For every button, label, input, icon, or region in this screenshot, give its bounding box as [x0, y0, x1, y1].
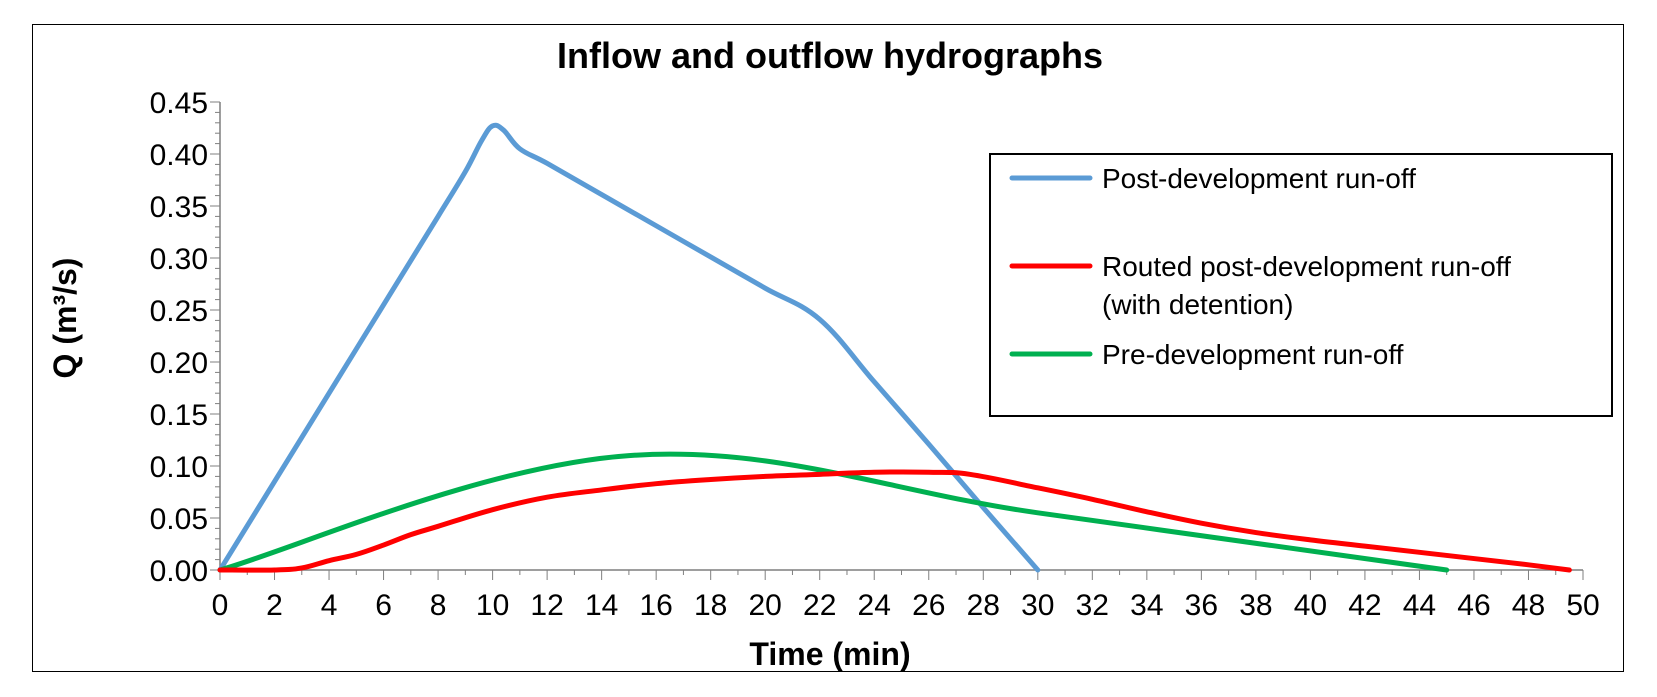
- y-tick-label: 0.05: [150, 503, 208, 536]
- y-tick-label: 0.25: [150, 295, 208, 328]
- series-line-1: [217, 469, 1572, 573]
- legend-label-1: (with detention): [1102, 289, 1293, 320]
- x-tick-label: 8: [430, 589, 447, 622]
- x-tick-label: 4: [321, 589, 338, 622]
- x-tick-label: 14: [585, 589, 618, 622]
- x-tick-label: 30: [1021, 589, 1054, 622]
- legend-box: [989, 153, 1613, 417]
- x-tick-label: 44: [1403, 589, 1436, 622]
- x-tick-label: 34: [1130, 589, 1163, 622]
- x-tick-label: 10: [476, 589, 509, 622]
- x-tick-label: 2: [266, 589, 283, 622]
- x-tick-label: 38: [1239, 589, 1272, 622]
- y-tick-label: 0.15: [150, 399, 208, 432]
- x-tick-label: 6: [375, 589, 392, 622]
- y-tick-label: 0.45: [150, 87, 208, 120]
- y-axis: 0.00 0.05 0.10 0.15 0.20 0.25 0.30 0.35 0.40 0.45: [150, 87, 221, 588]
- x-axis: 0 2 4 6 8 10 12 14 16 18 20 22 24 26 28 30 32 34 36 38 40 42 4…: [212, 569, 1600, 622]
- y-tick-label: 0.10: [150, 451, 208, 484]
- y-tick-label: 0.20: [150, 347, 208, 380]
- x-tick-label: 40: [1294, 589, 1327, 622]
- series-group: [217, 122, 1572, 573]
- chart-title: Inflow and outflow hydrographs: [557, 35, 1103, 76]
- x-tick-label: 36: [1185, 589, 1218, 622]
- series-line-0: [217, 122, 1041, 573]
- y-tick-label: 0.30: [150, 243, 208, 276]
- x-axis-title: Time (min): [749, 636, 910, 672]
- x-tick-label: 32: [1076, 589, 1109, 622]
- x-tick-label: 22: [803, 589, 836, 622]
- x-tick-label: 18: [694, 589, 727, 622]
- legend-label-0: Post-development run-off: [1102, 163, 1416, 194]
- legend: Post-development run-off Routed post-deve…: [989, 153, 1613, 417]
- x-tick-label: 12: [530, 589, 563, 622]
- y-tick-label: 0.40: [150, 139, 208, 172]
- x-tick-label: 0: [212, 589, 229, 622]
- x-tick-label: 26: [912, 589, 945, 622]
- x-tick-label: 46: [1457, 589, 1490, 622]
- x-tick-label: 24: [858, 589, 891, 622]
- x-tick-label: 50: [1566, 589, 1599, 622]
- y-tick-label: 0.35: [150, 191, 208, 224]
- y-axis-title: Q (m³/s): [47, 258, 83, 379]
- x-tick-label: 16: [639, 589, 672, 622]
- x-tick-label: 42: [1348, 589, 1381, 622]
- x-tick-label: 48: [1512, 589, 1545, 622]
- y-tick-label: 0.00: [150, 555, 208, 588]
- x-tick-label: 20: [749, 589, 782, 622]
- x-tick-label: 28: [967, 589, 1000, 622]
- legend-label-2: Pre-development run-off: [1102, 339, 1404, 370]
- legend-label-1: Routed post-development run-off: [1102, 251, 1511, 282]
